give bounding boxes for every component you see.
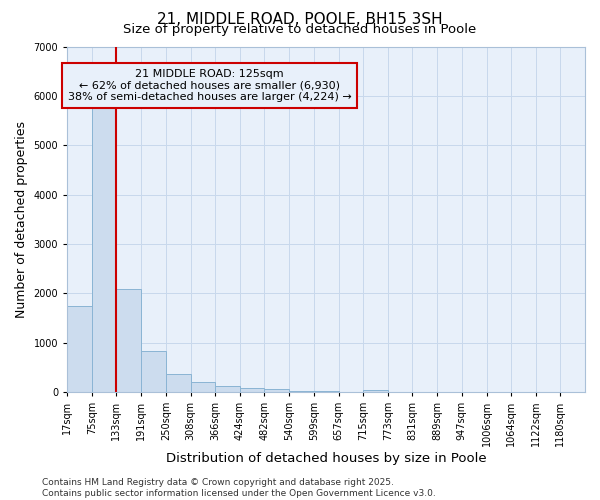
Bar <box>166 374 191 392</box>
Y-axis label: Number of detached properties: Number of detached properties <box>15 120 28 318</box>
Bar <box>215 386 240 392</box>
Text: Contains HM Land Registry data © Crown copyright and database right 2025.
Contai: Contains HM Land Registry data © Crown c… <box>42 478 436 498</box>
Text: 21, MIDDLE ROAD, POOLE, BH15 3SH: 21, MIDDLE ROAD, POOLE, BH15 3SH <box>157 12 443 28</box>
Bar <box>141 352 166 392</box>
Bar <box>191 382 215 392</box>
Bar <box>116 290 141 392</box>
Bar <box>240 388 265 392</box>
X-axis label: Distribution of detached houses by size in Poole: Distribution of detached houses by size … <box>166 452 487 465</box>
Bar <box>265 390 289 392</box>
Bar <box>92 106 116 392</box>
Text: 21 MIDDLE ROAD: 125sqm
← 62% of detached houses are smaller (6,930)
38% of semi-: 21 MIDDLE ROAD: 125sqm ← 62% of detached… <box>68 69 352 102</box>
Bar <box>363 390 388 392</box>
Bar <box>67 306 92 392</box>
Text: Size of property relative to detached houses in Poole: Size of property relative to detached ho… <box>124 22 476 36</box>
Bar <box>289 390 314 392</box>
